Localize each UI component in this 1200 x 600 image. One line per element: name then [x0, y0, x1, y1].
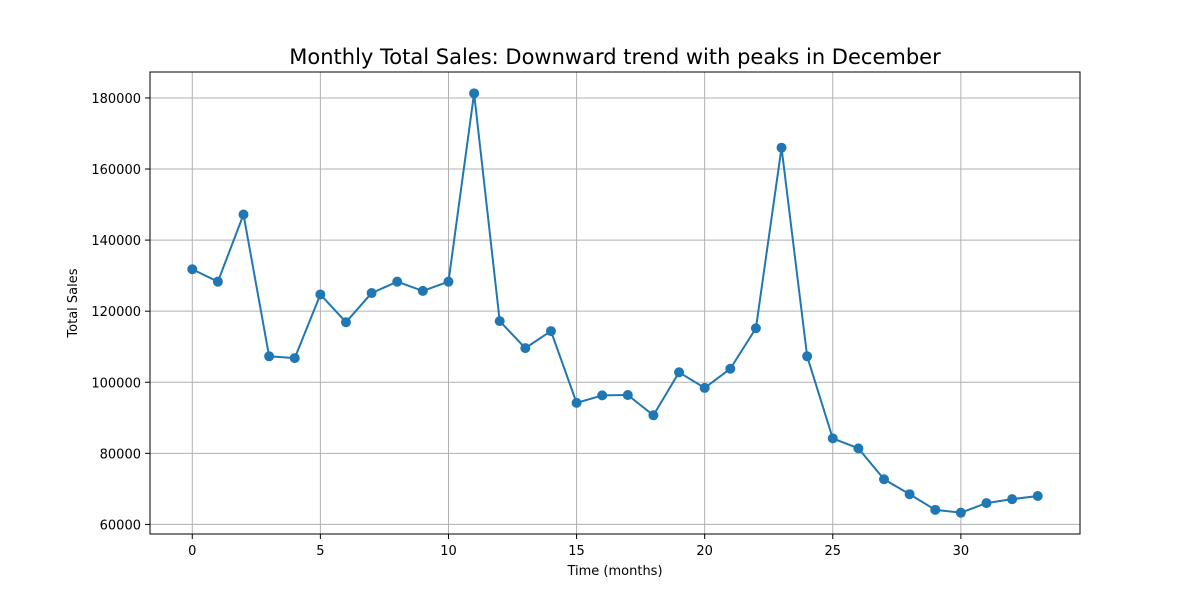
data-point	[750, 323, 761, 334]
y-tick-label: 80000	[100, 447, 141, 462]
y-tick-label: 180000	[91, 92, 141, 107]
x-tick-label: 5	[316, 544, 324, 559]
y-tick-label: 140000	[91, 234, 141, 249]
data-point	[699, 382, 710, 393]
data-point	[469, 88, 480, 99]
data-point	[392, 276, 403, 287]
data-point	[417, 285, 428, 296]
y-tick-label: 160000	[91, 163, 141, 178]
data-point	[853, 443, 864, 454]
y-tick-label: 120000	[91, 305, 141, 320]
data-point	[725, 363, 736, 374]
data-point	[187, 264, 198, 275]
data-point	[802, 351, 813, 362]
data-point	[443, 276, 454, 287]
data-point	[674, 367, 685, 378]
data-point	[827, 433, 838, 444]
data-point	[238, 209, 249, 220]
data-point	[1032, 490, 1043, 501]
data-point	[520, 343, 531, 354]
data-point	[494, 316, 505, 327]
data-point	[545, 326, 556, 337]
x-tick-label: 25	[824, 544, 841, 559]
data-point	[879, 474, 890, 485]
data-point	[955, 507, 966, 518]
data-point	[776, 142, 787, 153]
axis-ticks: 0 5 10 15 20 25 30 60000 80000 100000 120000 140000…	[91, 92, 969, 559]
x-tick-label: 30	[953, 544, 970, 559]
data-point	[1007, 494, 1018, 505]
data-point	[212, 276, 223, 287]
x-tick-label: 10	[440, 544, 457, 559]
data-point	[366, 288, 377, 299]
data-point	[904, 489, 915, 500]
x-tick-label: 15	[568, 544, 585, 559]
y-axis-label: Total Sales	[66, 268, 81, 338]
x-axis-label: Time (months)	[566, 564, 662, 579]
plot-frame	[149, 71, 1081, 535]
series-layer	[187, 88, 1043, 518]
data-point	[648, 410, 659, 421]
data-point	[315, 289, 326, 300]
data-point	[622, 390, 633, 401]
data-point	[930, 504, 941, 515]
chart-title: Monthly Total Sales: Downward trend with…	[289, 45, 941, 69]
y-tick-label: 100000	[91, 376, 141, 391]
data-point	[597, 390, 608, 401]
grid-lines	[150, 72, 1080, 534]
series-line	[191, 92, 1038, 514]
x-tick-label: 20	[696, 544, 713, 559]
x-tick-label: 0	[188, 544, 196, 559]
data-point	[571, 397, 582, 408]
data-point	[340, 317, 351, 328]
data-point	[289, 353, 300, 364]
data-point	[264, 351, 275, 362]
data-point	[981, 498, 992, 509]
y-tick-label: 60000	[100, 518, 141, 533]
